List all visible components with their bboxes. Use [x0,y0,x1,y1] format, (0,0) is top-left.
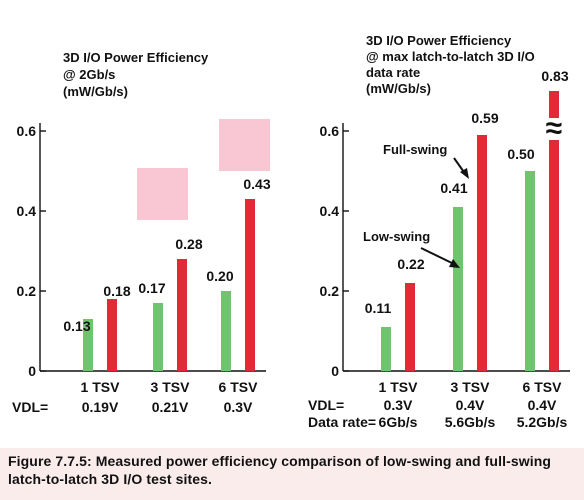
y-tick-label: 0.2 [17,283,37,299]
category-label: 6 TSV [523,379,563,395]
category-label: 3 TSV [451,379,491,395]
annotation-arrowhead-full-swing [460,168,469,179]
chart-title-line: (mW/Gb/s) [366,81,431,96]
y-tick-label: 0.6 [320,123,340,139]
bar [477,135,487,371]
annotation-arrowhead-low-swing [449,259,460,268]
bar-value-label: 0.22 [397,256,424,272]
chart-title-line: @ max latch-to-latch 3D I/O [366,49,535,64]
chart-title-line: (mW/Gb/s) [63,84,128,99]
sublabel-value: 0.4V [528,397,557,413]
bar [549,91,559,371]
bar-value-label: 0.83 [541,68,568,84]
figure-caption: Figure 7.7.5: Measured power efficiency … [8,453,551,487]
bar [83,319,93,371]
y-tick-label: 0.2 [320,283,340,299]
bar-value-label: 0.43 [243,176,270,192]
sublabel-value: 0.19V [82,399,119,415]
chart-title-line: 3D I/O Power Efficiency [63,50,209,65]
bar [405,283,415,371]
bar-value-label: 0.18 [103,283,130,299]
sublabel-name: VDL= [308,397,344,413]
axis-break-symbol: ≈ [546,112,562,145]
category-label: 1 TSV [81,379,121,395]
sublabel-value: 5.2Gb/s [517,414,568,430]
bar [221,291,231,371]
bar-value-label: 0.41 [440,180,467,196]
sublabel-name: VDL= [12,399,48,415]
bar-value-label: 0.17 [138,280,165,296]
series-annotation-low-swing: Low-swing [363,229,430,244]
category-label: 3 TSV [151,379,191,395]
annotation-arrow-low-swing [420,247,457,266]
axis-break-mask [539,118,569,140]
sublabel-value: 0.3V [224,399,253,415]
y-tick-label: 0 [331,363,339,379]
chart-title-line: @ 2Gb/s [63,67,115,82]
sublabel-value: 5.6Gb/s [445,414,496,430]
sublabel-value: 0.21V [152,399,189,415]
category-label: 6 TSV [219,379,259,395]
bar [245,199,255,371]
sublabel-value: 0.3V [384,397,413,413]
y-tick-label: 0.6 [17,123,37,139]
bar-value-label: 0.28 [175,236,202,252]
series-annotation-full-swing: Full-swing [383,142,447,157]
y-tick-label: 0.4 [320,203,340,219]
bar-value-label: 0.59 [471,110,498,126]
bar [153,303,163,371]
category-label: 1 TSV [379,379,419,395]
bar-value-label: 0.50 [507,146,534,162]
sublabel-name: Data rate= [308,414,376,430]
bar [525,171,535,371]
sublabel-value: 6Gb/s [379,414,418,430]
bar [177,259,187,371]
bar [107,299,117,371]
bar-value-label: 0.13 [63,318,90,334]
sublabel-value: 0.4V [456,397,485,413]
y-tick-label: 0 [28,363,36,379]
chart-title-line: 3D I/O Power Efficiency [366,33,512,48]
bar [453,207,463,371]
bar-value-label: 0.20 [206,268,233,284]
bar [381,327,391,371]
y-tick-label: 0.4 [17,203,37,219]
charts-svg: 3D I/O Power Efficiency @ 2Gb/s (mW/Gb/s) 0… [12,33,570,430]
bar-value-label: 0.11 [365,300,392,316]
highlight-box [219,119,270,171]
highlight-box [137,168,188,220]
chart-title-line: data rate [366,65,420,80]
plot-panel: 3D I/O Power Efficiency @ 2Gb/s (mW/Gb/s) 0… [0,0,584,448]
